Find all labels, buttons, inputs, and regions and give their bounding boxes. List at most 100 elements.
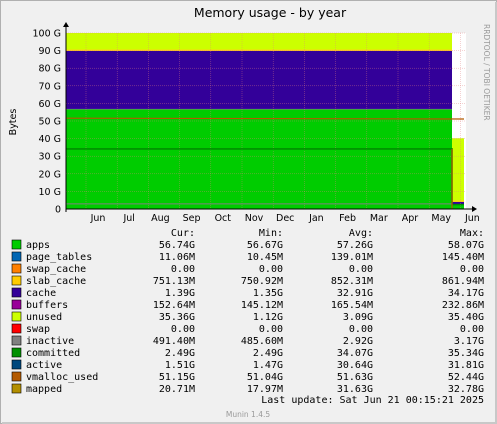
legend-value: 145.12M — [241, 300, 283, 311]
legend-swatch — [11, 239, 22, 250]
legend-value: 57.26G — [337, 240, 373, 251]
legend-value: 0.00 — [460, 264, 484, 275]
legend-swatch — [11, 323, 22, 334]
legend-value: 2.49G — [253, 348, 283, 359]
y-tick-label: 100 G — [32, 29, 61, 40]
legend-value: 31.63G — [337, 384, 373, 395]
legend-value: 34.07G — [337, 348, 373, 359]
x-tick-label: Jun — [464, 213, 480, 224]
munin-version: Munin 1.4.5 — [226, 410, 271, 419]
x-axis-arrow — [472, 206, 477, 212]
legend-value: 56.74G — [159, 240, 195, 251]
legend-value: 0.00 — [171, 324, 195, 335]
legend-name: unused — [26, 312, 62, 323]
legend-swatch — [11, 251, 22, 262]
legend-value: 3.09G — [343, 312, 373, 323]
x-tick-label: Feb — [339, 213, 356, 224]
legend-name: apps — [26, 240, 50, 251]
x-tick-label: Apr — [402, 213, 419, 224]
legend-value: 1.12G — [253, 312, 283, 323]
legend-value: 0.00 — [349, 324, 373, 335]
legend-value: 485.60M — [241, 336, 283, 347]
y-tick-label: 30 G — [39, 152, 61, 163]
y-axis-arrow — [63, 22, 69, 27]
area-slab_cache — [66, 49, 452, 51]
y-tick-label: 80 G — [39, 64, 61, 75]
y-tick-label: 20 G — [39, 169, 61, 180]
y-tick-label: 70 G — [39, 81, 61, 92]
x-tick-label: Jun — [90, 213, 106, 224]
legend-value: 1.39G — [165, 288, 195, 299]
legend-value: 51.63G — [337, 372, 373, 383]
x-tick-label: Jul — [122, 213, 134, 224]
legend-swatch — [11, 347, 22, 358]
legend-swatch — [11, 287, 22, 298]
legend-name: page_tables — [26, 252, 92, 263]
legend-name: slab_cache — [26, 276, 86, 287]
legend-name: swap_cache — [26, 264, 86, 275]
area-unused-end — [452, 138, 464, 201]
y-tick-label: 50 G — [39, 117, 61, 128]
legend-value: 1.35G — [253, 288, 283, 299]
legend-value: 0.00 — [171, 264, 195, 275]
legend-swatch — [11, 383, 22, 394]
legend-value: 34.17G — [448, 288, 484, 299]
legend-swatch — [11, 371, 22, 382]
legend-name: mapped — [26, 384, 62, 395]
legend-value: 751.13M — [153, 276, 195, 287]
legend-value: 491.40M — [153, 336, 195, 347]
legend-value: 35.40G — [448, 312, 484, 323]
legend-value: 52.44G — [448, 372, 484, 383]
legend: Cur: Min: Avg: Max: apps 56.74G 56.67G 57.26G 58… — [11, 228, 484, 395]
y-tick-label: 10 G — [39, 187, 61, 198]
legend-name: vmalloc_used — [26, 372, 98, 383]
chart-title: Memory usage - by year — [194, 5, 347, 20]
legend-name: committed — [26, 348, 80, 359]
legend-value: 56.67G — [247, 240, 283, 251]
legend-name: buffers — [26, 300, 68, 311]
legend-swatch — [11, 311, 22, 322]
legend-value: 11.06M — [159, 252, 195, 263]
legend-swatch — [11, 263, 22, 274]
y-axis-label: Bytes — [8, 109, 19, 136]
legend-value: 1.51G — [165, 360, 195, 371]
area-apps — [66, 109, 452, 209]
legend-name: swap — [26, 324, 50, 335]
legend-value: 1.47G — [253, 360, 283, 371]
legend-value: 10.45M — [247, 252, 283, 263]
legend-value: 30.64G — [337, 360, 373, 371]
legend-value: 32.78G — [448, 384, 484, 395]
legend-value: 58.07G — [448, 240, 484, 251]
area-cache-end — [452, 201, 464, 205]
legend-value: 20.71M — [159, 384, 195, 395]
legend-header: Avg: — [349, 228, 373, 239]
legend-value: 0.00 — [259, 264, 283, 275]
legend-value: 165.54M — [331, 300, 373, 311]
area-slab_cache-end — [452, 200, 464, 202]
legend-value: 2.92G — [343, 336, 373, 347]
legend-value: 0.00 — [460, 324, 484, 335]
legend-header: Cur: — [171, 228, 195, 239]
legend-swatch — [11, 275, 22, 286]
x-tick-label: Nov — [245, 213, 264, 224]
x-tick-label: Sep — [183, 213, 201, 224]
y-tick-label: 40 G — [39, 134, 61, 145]
legend-value: 232.86M — [442, 300, 484, 311]
plot-area: 0 10 G 20 G 30 G 40 G 50 G 60 G 70 G 80 G 90 G 100… — [32, 22, 480, 224]
legend-value: 139.01M — [331, 252, 373, 263]
y-tick-label: 90 G — [39, 46, 61, 57]
legend-value: 852.31M — [331, 276, 373, 287]
x-tick-label: Dec — [276, 213, 294, 224]
legend-value: 3.17G — [454, 336, 484, 347]
legend-value: 31.81G — [448, 360, 484, 371]
legend-name: active — [26, 360, 62, 371]
legend-value: 145.40M — [442, 252, 484, 263]
x-tick-label: Oct — [215, 213, 232, 224]
legend-value: 861.94M — [442, 276, 484, 287]
legend-value: 32.91G — [337, 288, 373, 299]
legend-header: Min: — [259, 228, 283, 239]
legend-value: 35.36G — [159, 312, 195, 323]
last-update: Last update: Sat Jun 21 00:15:21 2025 — [261, 395, 484, 406]
legend-swatch — [11, 359, 22, 370]
y-tick-label: 60 G — [39, 99, 61, 110]
